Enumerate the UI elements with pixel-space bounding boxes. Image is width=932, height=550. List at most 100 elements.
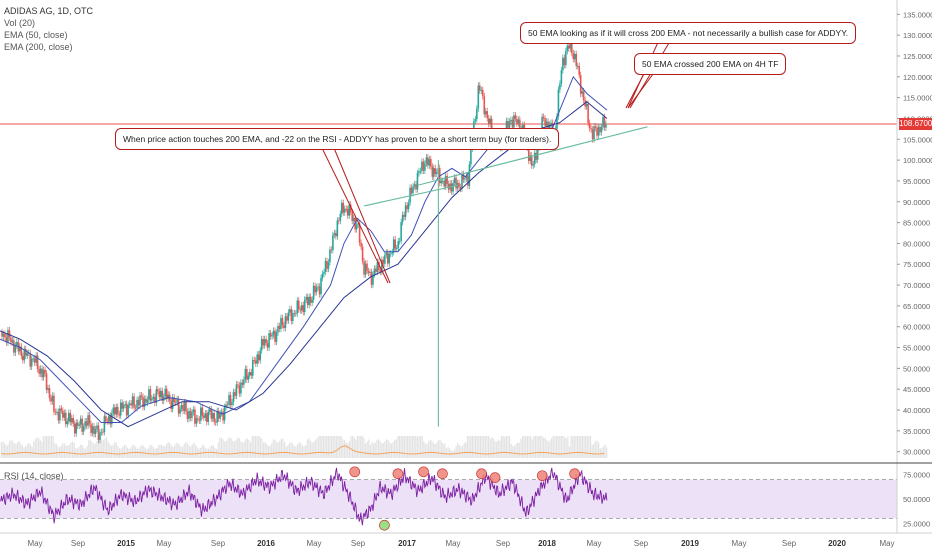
candle-body xyxy=(85,421,88,426)
volume-bar xyxy=(418,436,420,458)
time-tick-label: Sep xyxy=(351,539,366,548)
volume-bar xyxy=(305,445,307,458)
candle-body xyxy=(372,274,374,285)
rsi-overbought-marker xyxy=(392,468,404,480)
volume-bar xyxy=(432,442,435,458)
candle-body xyxy=(157,389,159,392)
trendline-1[interactable] xyxy=(364,184,459,207)
candle-body xyxy=(274,330,276,342)
symbol-title[interactable]: ADIDAS AG, 1D, OTC xyxy=(4,6,94,16)
time-tick-label: 2019 xyxy=(681,539,699,548)
volume-bar xyxy=(12,440,14,458)
candle-body xyxy=(39,368,42,374)
candle-body xyxy=(136,399,138,409)
volume-bar xyxy=(46,436,48,458)
candle-body xyxy=(309,296,312,303)
candle-body xyxy=(268,333,270,348)
candle-body xyxy=(243,379,245,385)
trendline-2[interactable] xyxy=(418,126,648,186)
annotation-ema-cross-outlook[interactable]: 50 EMA looking as if it will cross 200 E… xyxy=(520,22,857,44)
volume-bar xyxy=(463,442,465,458)
volume-bar xyxy=(559,436,561,458)
volume-bar xyxy=(421,436,423,458)
trendlines[interactable] xyxy=(364,126,648,427)
candle-body xyxy=(192,409,195,413)
candle-body xyxy=(229,395,232,406)
candle-body xyxy=(428,159,431,166)
volume-bar xyxy=(374,442,376,458)
candle-body xyxy=(174,401,177,403)
candle-body xyxy=(152,396,155,399)
volume-bar xyxy=(212,445,214,458)
price-tick-label: 135.0000 xyxy=(903,10,932,19)
candle-body xyxy=(36,355,39,370)
volume-bar xyxy=(604,444,606,458)
volume-bar xyxy=(70,442,72,458)
volume-bar xyxy=(547,441,550,458)
volume-bar xyxy=(373,443,375,458)
volume-bar xyxy=(398,436,401,458)
candle-body xyxy=(26,353,29,356)
volume-bar xyxy=(479,436,482,458)
candle-body xyxy=(556,116,558,129)
candle-body xyxy=(481,89,484,97)
rsi-legend[interactable]: RSI (14, close) xyxy=(4,471,64,481)
volume-bar xyxy=(275,441,278,458)
price-tick-label: 120.0000 xyxy=(903,73,932,82)
volume-bar xyxy=(86,445,88,458)
volume-bar xyxy=(112,444,114,458)
candle-body xyxy=(149,389,152,401)
annotation-4h-cross[interactable]: 50 EMA crossed 200 EMA on 4H TF xyxy=(634,53,787,75)
candle-body xyxy=(335,233,337,237)
volume-bar xyxy=(34,439,36,458)
time-tick-label: 2018 xyxy=(538,539,556,548)
candle-body xyxy=(323,272,325,274)
volume-bar xyxy=(233,441,236,458)
volume-bar xyxy=(368,439,370,458)
candle-body xyxy=(7,330,9,343)
candle-body xyxy=(358,223,361,243)
candle-body xyxy=(517,119,520,124)
volume-bar xyxy=(568,446,571,458)
candle-body xyxy=(262,339,264,346)
indicator-volume[interactable]: Vol (20) xyxy=(4,18,36,28)
volume-bar xyxy=(18,441,20,458)
candle-body xyxy=(191,412,193,418)
volume-bar xyxy=(353,437,355,458)
candle-body xyxy=(511,119,514,128)
volume-bar xyxy=(44,436,46,458)
candle-body xyxy=(33,358,36,363)
candle-body xyxy=(486,111,489,119)
volume-ma-line xyxy=(1,445,605,455)
price-tick-label: 125.0000 xyxy=(903,52,932,61)
indicator-ema200[interactable]: EMA (200, close) xyxy=(4,42,73,52)
volume-bar xyxy=(562,436,564,458)
candle-body xyxy=(165,388,168,399)
candle-body xyxy=(474,119,477,122)
annotation-200ema-buy[interactable]: When price action touches 200 EMA, and -… xyxy=(115,128,560,150)
candle-body xyxy=(489,118,491,125)
volume-bar xyxy=(429,439,431,458)
volume-bar xyxy=(416,436,418,458)
candle-body xyxy=(579,74,582,94)
candle-body xyxy=(522,124,524,129)
volume-bar xyxy=(552,436,554,458)
candle-body xyxy=(241,382,244,385)
candle-body xyxy=(82,426,85,432)
volume-bar xyxy=(408,436,410,458)
price-candles xyxy=(1,35,607,444)
volume-bar xyxy=(342,439,344,458)
candle-body xyxy=(470,148,472,165)
volume-bar xyxy=(541,436,543,458)
indicator-ema50[interactable]: EMA (50, close) xyxy=(4,30,68,40)
candle-body xyxy=(557,89,560,117)
candle-body xyxy=(545,121,548,126)
candle-body xyxy=(339,213,342,221)
rsi-overbought-marker xyxy=(489,472,501,483)
candle-body xyxy=(590,128,592,130)
candle-body xyxy=(458,183,460,188)
candle-body xyxy=(364,263,367,275)
candle-body xyxy=(130,403,132,406)
candle-body xyxy=(314,285,316,293)
